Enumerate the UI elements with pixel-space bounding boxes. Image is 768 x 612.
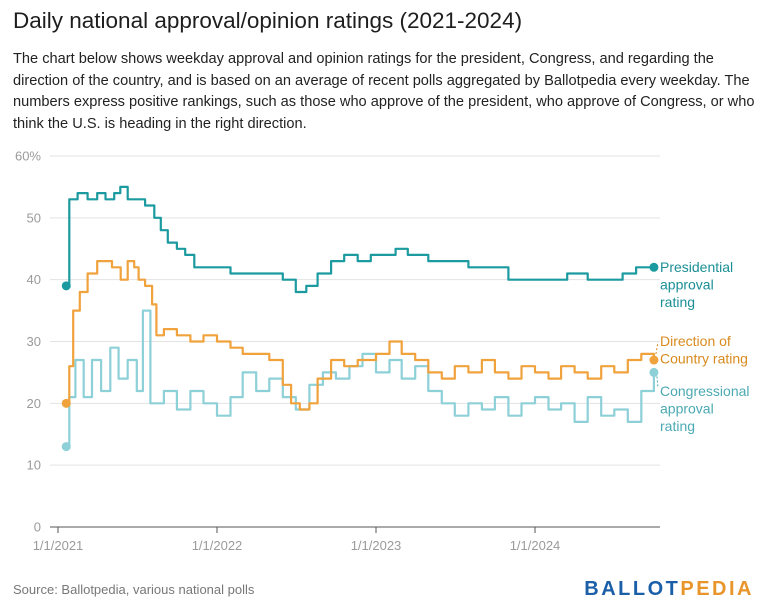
y-tick-label: 40 [27,272,41,287]
direction-label-connector [655,341,659,355]
y-tick-label: 10 [27,458,41,473]
chart-series [66,185,655,448]
y-tick-label: 50 [27,210,41,225]
x-tick-label: 1/1/2021 [33,538,84,553]
congressional-approval-label: Congressional approval rating [660,383,750,434]
direction-of-country-start-point [61,398,71,408]
direction-of-country-line [66,260,655,411]
y-tick-label: 0 [34,520,41,535]
congressional-label-connector [656,376,659,389]
congressional-approval-start-point [61,442,71,452]
ballotpedia-logo: BALLOTPEDIA [584,578,754,601]
chart-gridlines [50,155,660,528]
source-note: Source: Ballotpedia, various national po… [13,582,255,597]
series-label-line: Direction of [660,333,731,349]
x-tick-label: 1/1/2023 [351,538,402,553]
x-tick-label: 1/1/2022 [192,538,243,553]
x-axis: 1/1/2021 1/1/2022 1/1/2023 1/1/2024 [33,527,561,553]
series-label-line: Congressional [660,383,750,399]
series-label-line: rating [660,294,695,310]
logo-part-2: PEDIA [680,578,754,600]
presidential-approval-line [66,185,654,294]
presidential-approval-label: Presidential approval rating [660,259,733,310]
congressional-approval-line [66,309,655,448]
series-label-line: rating [660,418,695,434]
y-tick-label: 30 [27,334,41,349]
series-label-line: approval [660,277,714,293]
logo-part-1: BALLOT [584,578,681,600]
series-label-line: Presidential [660,259,733,275]
presidential-approval-end-point [649,262,659,272]
x-tick-label: 1/1/2024 [510,538,561,553]
chart-title: Daily national approval/opinion ratings … [13,8,523,33]
y-tick-label: 60% [15,149,41,164]
presidential-approval-start-point [61,281,71,291]
series-label-line: Country rating [660,351,748,367]
series-label-line: approval [660,401,714,417]
direction-of-country-end-point [649,355,659,365]
chart-subtitle: The chart below shows weekday approval a… [13,51,755,132]
series-endpoints [61,262,659,452]
y-tick-label: 20 [27,396,41,411]
y-axis: 0 10 20 30 40 50 60% [15,149,41,535]
congressional-approval-end-point [649,367,659,377]
direction-of-country-label: Direction of Country rating [660,333,748,367]
